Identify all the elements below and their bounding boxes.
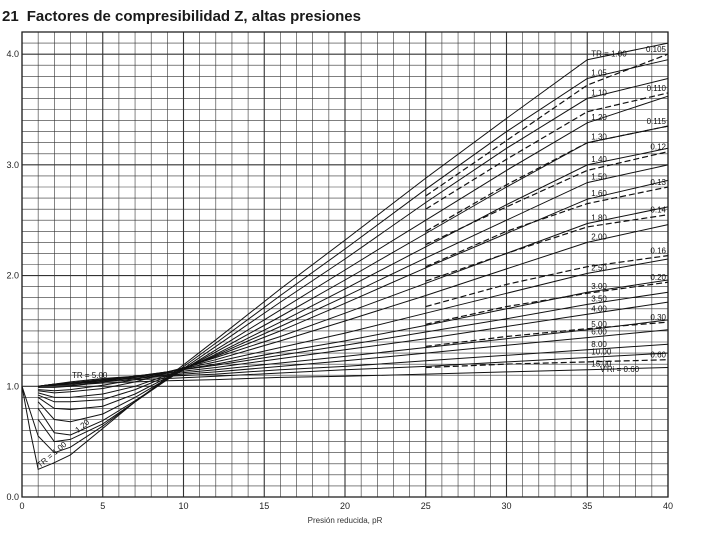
series-line: [425, 321, 669, 347]
x-tick-label: 40: [663, 501, 673, 511]
series-label: 1.10: [591, 88, 607, 97]
series-label: 6.00: [591, 328, 607, 337]
series-line: [38, 179, 669, 398]
x-tick-label: 35: [582, 501, 592, 511]
series-label: 15.00: [591, 360, 612, 369]
series-line: [38, 367, 669, 387]
y-tick-label: 0.0: [6, 492, 19, 502]
series-line: [37, 147, 669, 411]
x-axis-title: Presión reducida, pR: [308, 516, 383, 525]
series-line: [425, 151, 669, 246]
annotation-tr-5: TR = 5.00: [72, 371, 108, 380]
series-line: [425, 186, 669, 268]
series-label: 2.00: [591, 232, 607, 241]
series-label: 0.14: [650, 206, 666, 215]
x-tick-label: 0: [19, 501, 24, 511]
series-line: [38, 258, 669, 388]
series-line: [425, 53, 669, 197]
series-line: [21, 59, 669, 454]
figure-number: 21: [2, 8, 19, 25]
y-tick-label: 3.0: [6, 160, 19, 170]
annotation-vri: V'Ri = 0.60: [600, 365, 640, 374]
series-label: 1.30: [591, 133, 607, 142]
x-tick-label: 10: [178, 501, 188, 511]
series-label: 0.30: [650, 313, 666, 322]
series-label: 4.00: [591, 304, 607, 313]
series-label: 0.12: [650, 143, 666, 152]
series-label: 1.80: [591, 214, 607, 223]
series-label: 0.60: [650, 351, 666, 360]
series-line: [38, 352, 669, 387]
series-line: [425, 359, 669, 369]
series-label: 1.60: [591, 189, 607, 198]
y-tick-label: 2.0: [6, 271, 19, 281]
x-tick-label: 20: [340, 501, 350, 511]
x-tick-label: 5: [100, 501, 105, 511]
series-label: 5.00: [591, 320, 607, 329]
series-label: 1.20: [591, 113, 607, 122]
plot-frame: [21, 31, 669, 498]
series-label: TR = 1.00: [591, 50, 627, 59]
x-tick-label: 15: [259, 501, 269, 511]
series-label: 3.00: [591, 282, 607, 291]
figure-title: Factores de compresibilidad Z, altas pre…: [26, 8, 361, 25]
y-tick-label: 4.0: [6, 49, 19, 59]
series-line: [37, 95, 669, 436]
series-label: 0.105: [646, 45, 667, 54]
series-label: 1.40: [591, 155, 607, 164]
series-label: 0.20: [650, 273, 666, 282]
series-line: [425, 281, 669, 325]
grid: [21, 31, 669, 498]
x-tick-label: 30: [501, 501, 511, 511]
series-label: 0.13: [650, 178, 666, 187]
series-label: 10.00: [591, 348, 612, 357]
series-line: [425, 255, 669, 308]
tick-labels: 0 5 10 15 20 25 30 35 40 0.0 1.0 2.0 3.0 4.0: [6, 49, 673, 511]
series-label: 0.110: [647, 84, 667, 93]
series-line: [38, 164, 669, 403]
series-label: 0.16: [650, 247, 666, 256]
series-line: [37, 78, 669, 443]
y-tick-label: 1.0: [6, 381, 19, 391]
series-line: [425, 214, 669, 282]
series-line: [38, 224, 669, 392]
series-line: [38, 319, 669, 387]
series-label: 1.50: [591, 173, 607, 182]
series-label: 0.115: [647, 117, 667, 126]
series-label: 3.50: [591, 294, 607, 303]
annotation-tr-1: TR = 1.00: [36, 440, 69, 470]
series-line: [425, 125, 669, 232]
series-label: 2.50: [591, 263, 607, 272]
series-label: 8.00: [591, 340, 607, 349]
page-title: 21 Factores de compresibilidad Z, altas p…: [2, 8, 361, 25]
series-line: [425, 92, 669, 210]
x-tick-label: 25: [421, 501, 431, 511]
series-label: 1.05: [591, 69, 607, 78]
series-group: [21, 42, 669, 470]
series-labels: TR = 1.00 1.05 1.10 1.20 1.30 1.40 1.50 1.60 1.8…: [591, 45, 666, 369]
series-line: [38, 343, 669, 387]
series-line: [37, 125, 669, 423]
